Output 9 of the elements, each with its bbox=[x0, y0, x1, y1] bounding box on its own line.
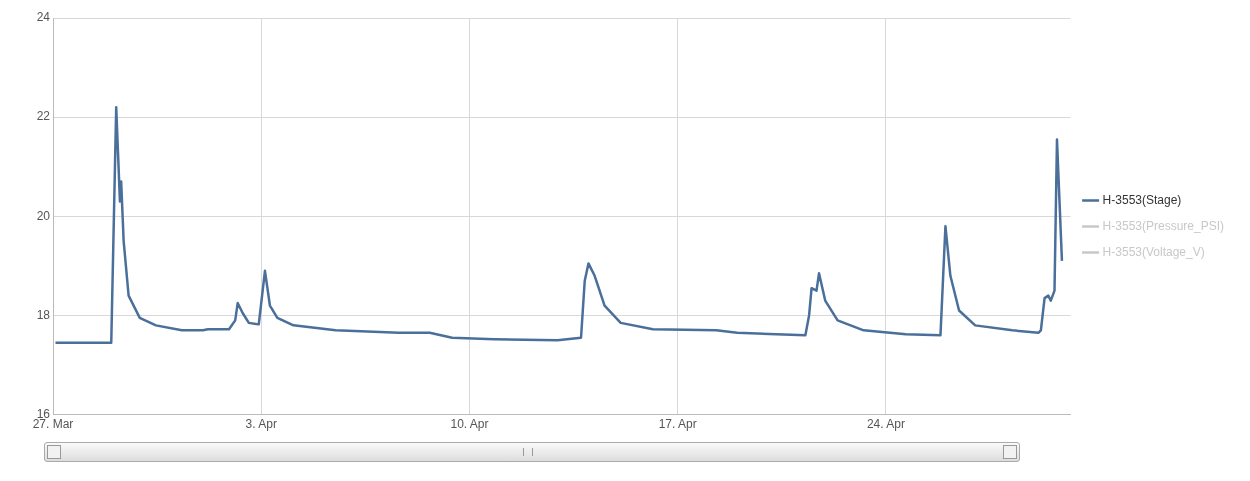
y-tick-label: 20 bbox=[36, 208, 51, 223]
x-tick-label: 24. Apr bbox=[866, 417, 905, 432]
x-tick-label: 10. Apr bbox=[450, 417, 489, 432]
legend-label: H-3553(Stage) bbox=[1102, 192, 1182, 207]
y-tick-label: 22 bbox=[36, 109, 51, 124]
x-tick-label: 17. Apr bbox=[658, 417, 697, 432]
x-tick-label: 3. Apr bbox=[245, 417, 277, 432]
y-tick-label: 18 bbox=[36, 307, 51, 322]
y-tick-label: 24 bbox=[36, 10, 51, 25]
